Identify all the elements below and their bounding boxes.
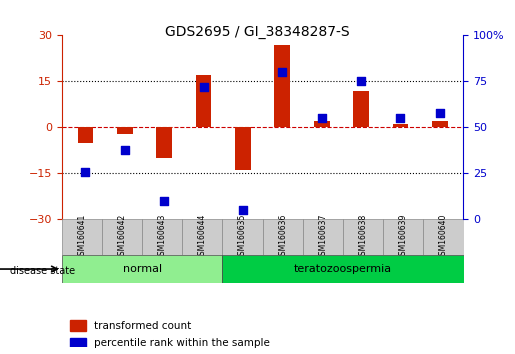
Point <box>278 69 286 75</box>
FancyBboxPatch shape <box>383 219 423 255</box>
Text: GSM160644: GSM160644 <box>198 214 207 261</box>
Point <box>199 84 208 90</box>
Bar <box>157 127 172 158</box>
FancyBboxPatch shape <box>142 219 182 255</box>
Text: normal: normal <box>123 264 162 274</box>
FancyBboxPatch shape <box>62 255 222 283</box>
FancyBboxPatch shape <box>222 219 263 255</box>
Text: GSM160638: GSM160638 <box>358 214 368 260</box>
Text: percentile rank within the sample: percentile rank within the sample <box>94 338 270 348</box>
Point <box>239 207 247 213</box>
FancyBboxPatch shape <box>423 219 464 255</box>
Bar <box>353 91 369 127</box>
FancyBboxPatch shape <box>222 255 464 283</box>
Bar <box>196 75 212 127</box>
Point <box>318 115 326 121</box>
Bar <box>117 127 133 133</box>
Text: GSM160640: GSM160640 <box>439 214 448 261</box>
Text: GSM160635: GSM160635 <box>238 214 247 261</box>
FancyBboxPatch shape <box>62 219 102 255</box>
Text: GDS2695 / GI_38348287-S: GDS2695 / GI_38348287-S <box>165 25 350 39</box>
Text: GSM160636: GSM160636 <box>278 214 287 261</box>
Text: teratozoospermia: teratozoospermia <box>294 264 392 274</box>
Text: disease state: disease state <box>10 266 75 276</box>
Text: GSM160643: GSM160643 <box>158 214 167 261</box>
Text: GSM160641: GSM160641 <box>77 214 87 260</box>
Text: GSM160639: GSM160639 <box>399 214 408 261</box>
Point <box>121 147 129 152</box>
Text: transformed count: transformed count <box>94 321 191 331</box>
Point <box>436 110 444 115</box>
Bar <box>78 127 93 143</box>
Point <box>397 115 405 121</box>
Bar <box>70 320 86 331</box>
Bar <box>432 121 448 127</box>
Bar <box>235 127 251 170</box>
Bar <box>392 124 408 127</box>
Point <box>160 198 168 204</box>
Point <box>357 79 365 84</box>
Bar <box>314 121 330 127</box>
Text: GSM160637: GSM160637 <box>318 214 328 261</box>
FancyBboxPatch shape <box>102 219 142 255</box>
FancyBboxPatch shape <box>303 219 343 255</box>
Bar <box>70 338 86 349</box>
FancyBboxPatch shape <box>343 219 383 255</box>
FancyBboxPatch shape <box>263 219 303 255</box>
Bar <box>274 45 290 127</box>
Point <box>81 169 90 175</box>
FancyBboxPatch shape <box>182 219 222 255</box>
Text: GSM160642: GSM160642 <box>117 214 127 260</box>
